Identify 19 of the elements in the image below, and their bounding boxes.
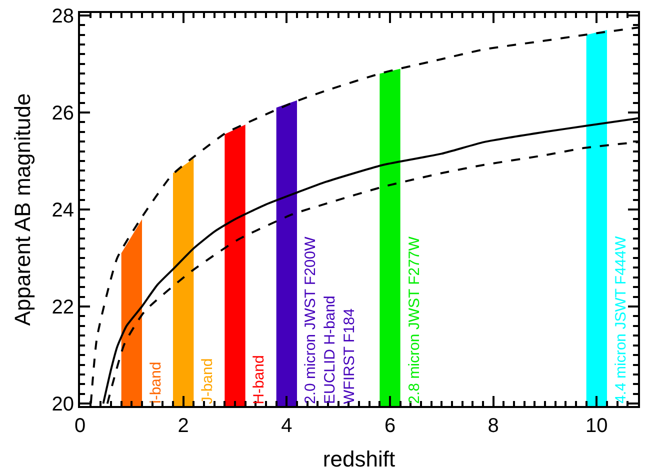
x-tick-label: 8 <box>488 415 499 437</box>
y-tick-label: 24 <box>52 200 74 222</box>
y-tick-label: 22 <box>52 296 74 319</box>
text: 4.4 micron JSWT F444W <box>612 235 630 404</box>
text: i-band <box>148 362 164 404</box>
text: 2.0 micron JWST F200W EUCLID H-band WFIRST F184 <box>302 236 358 404</box>
x-axis-title: redshift <box>322 446 396 472</box>
y-tick-label: 20 <box>52 394 74 416</box>
text: H-band <box>250 355 268 404</box>
x-tick-label: 10 <box>586 415 608 437</box>
x-tick-label: 6 <box>384 415 396 437</box>
y-axis-title: Apparent AB magnitude <box>10 93 36 326</box>
x-tick-label: 2 <box>178 415 189 437</box>
y-tick-label: 26 <box>52 102 74 124</box>
y-tick-label: 28 <box>52 5 74 28</box>
x-tick-label: 4 <box>281 415 292 437</box>
text: J-band <box>199 358 216 404</box>
text: 2.8 micron JWST F277W <box>406 236 423 404</box>
x-tick-label: 0 <box>74 415 86 437</box>
